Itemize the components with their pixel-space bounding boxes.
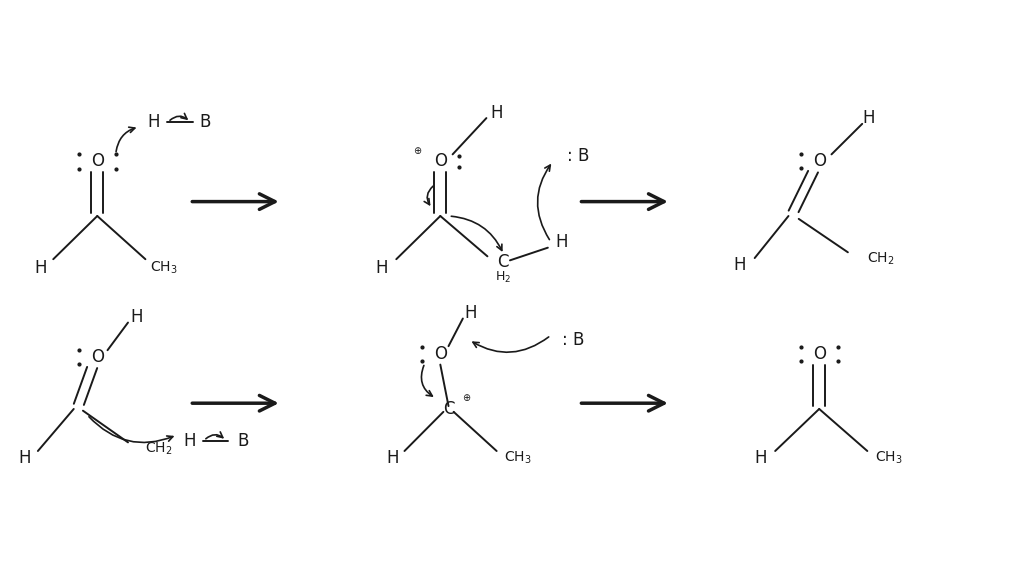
Text: CH$_2$: CH$_2$: [145, 441, 172, 457]
Text: CH$_2$: CH$_2$: [867, 251, 894, 267]
Text: B: B: [199, 113, 211, 131]
Text: H: H: [733, 256, 745, 274]
Text: H$_2$: H$_2$: [495, 270, 511, 285]
Text: : B: : B: [562, 331, 585, 349]
Text: H: H: [183, 431, 196, 450]
Text: H: H: [386, 449, 398, 467]
Text: H: H: [490, 104, 503, 123]
Text: H: H: [147, 113, 160, 131]
Text: H: H: [18, 449, 31, 467]
Text: H: H: [130, 308, 142, 326]
Text: : B: : B: [567, 146, 590, 165]
Text: C: C: [497, 253, 509, 271]
Text: $\oplus$: $\oplus$: [413, 145, 423, 157]
Text: O: O: [434, 345, 446, 363]
Text: O: O: [434, 152, 446, 170]
Text: O: O: [813, 152, 825, 170]
Text: CH$_3$: CH$_3$: [876, 450, 902, 466]
Text: H: H: [376, 259, 388, 277]
Text: O: O: [813, 345, 825, 363]
Text: $\oplus$: $\oplus$: [462, 392, 472, 403]
Text: H: H: [755, 449, 767, 467]
Text: B: B: [237, 431, 249, 450]
Text: O: O: [91, 152, 103, 170]
Text: CH$_3$: CH$_3$: [505, 450, 531, 466]
Text: CH$_3$: CH$_3$: [151, 260, 177, 276]
Text: C: C: [442, 400, 455, 418]
Text: H: H: [465, 304, 477, 322]
Text: H: H: [555, 233, 567, 251]
Text: H: H: [35, 259, 47, 277]
Text: O: O: [91, 348, 103, 366]
Text: H: H: [862, 109, 874, 127]
